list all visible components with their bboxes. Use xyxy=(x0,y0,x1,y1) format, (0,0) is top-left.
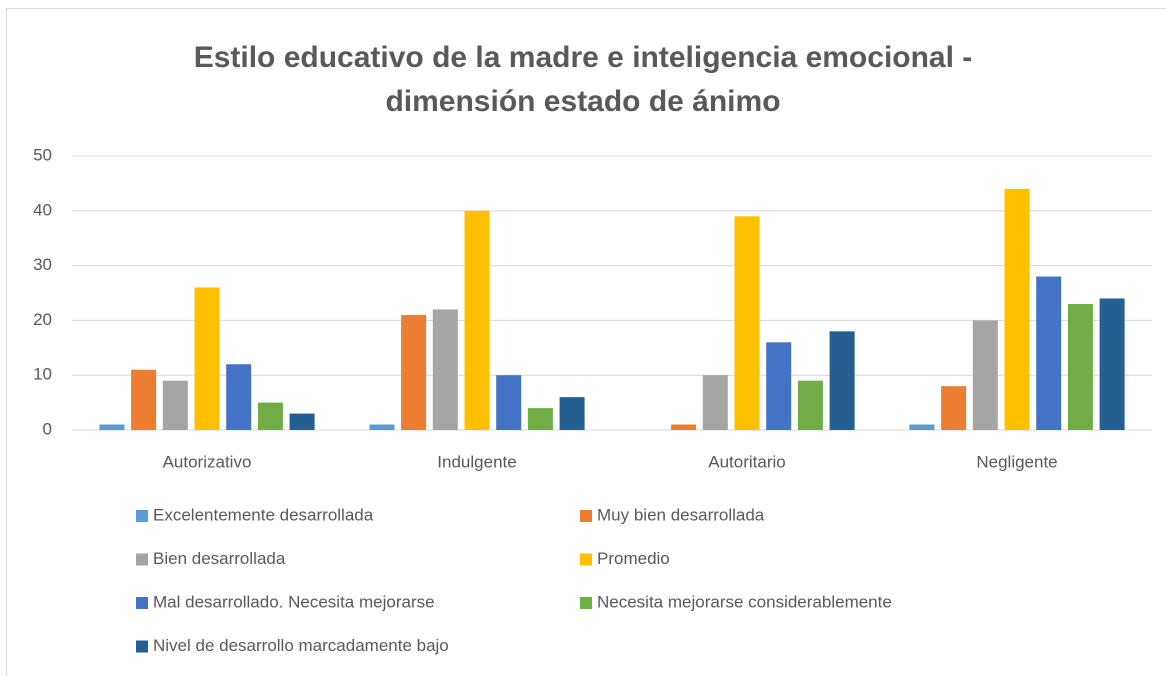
bar xyxy=(671,424,697,430)
bar xyxy=(194,287,220,430)
bar xyxy=(909,424,935,430)
legend-swatch xyxy=(136,597,148,609)
bar xyxy=(1099,298,1125,430)
bar xyxy=(257,402,283,430)
bar xyxy=(797,380,823,430)
legend-label: Mal desarrollado. Necesita mejorarse xyxy=(153,592,435,611)
legend-swatch xyxy=(580,553,592,566)
bar xyxy=(464,210,490,430)
x-tick-label: Autorizativo xyxy=(163,452,252,471)
bar xyxy=(527,408,553,430)
y-tick-label: 10 xyxy=(33,365,52,384)
legend-label: Muy bien desarrollada xyxy=(597,505,765,524)
legend-label: Promedio xyxy=(597,549,670,568)
y-tick-label: 0 xyxy=(43,419,52,438)
bar xyxy=(1067,303,1093,430)
chart-title: Estilo educativo de la madre e inteligen… xyxy=(193,41,973,118)
bar xyxy=(702,375,728,430)
legend-label: Necesita mejorarse considerablemente xyxy=(597,592,892,611)
legend-label: Excelentemente desarrollada xyxy=(153,505,374,524)
bar xyxy=(99,424,125,430)
bar xyxy=(162,380,188,430)
legend-label: Nivel de desarrollo marcadamente bajo xyxy=(153,636,449,655)
y-tick-label: 30 xyxy=(33,255,52,274)
bar xyxy=(369,424,395,430)
bar xyxy=(131,369,157,430)
y-tick-label: 20 xyxy=(33,310,52,329)
x-tick-label: Autoritario xyxy=(708,452,785,471)
legend-label: Bien desarrollada xyxy=(153,549,286,568)
chart-border xyxy=(6,8,1166,676)
bar xyxy=(829,331,855,430)
x-tick-label: Indulgente xyxy=(437,452,516,471)
bar xyxy=(1036,276,1062,430)
bar xyxy=(766,342,792,430)
x-tick-label: Negligente xyxy=(976,452,1057,471)
bar xyxy=(734,216,760,430)
legend-swatch xyxy=(580,597,592,609)
legend-swatch xyxy=(136,553,148,566)
bar xyxy=(972,320,998,430)
legend-swatch xyxy=(136,510,148,522)
legend-swatch xyxy=(580,510,592,522)
bar xyxy=(401,314,427,430)
legend-swatch xyxy=(136,640,148,653)
bar xyxy=(226,364,252,430)
bar xyxy=(941,386,967,430)
bar xyxy=(1004,188,1030,430)
y-tick-label: 40 xyxy=(33,200,52,219)
bar xyxy=(559,397,585,430)
bar xyxy=(432,309,458,430)
bar xyxy=(289,413,315,430)
bar xyxy=(496,375,522,430)
y-tick-label: 50 xyxy=(33,145,52,164)
